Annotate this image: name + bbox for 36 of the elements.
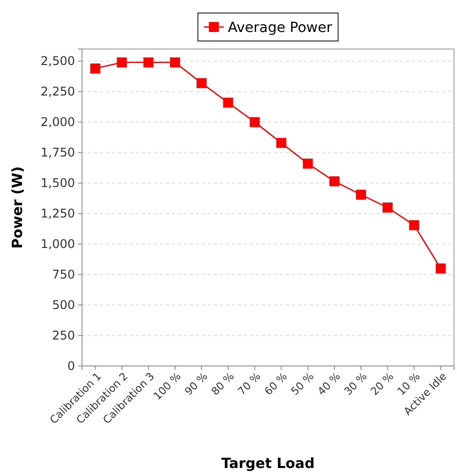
point [223, 98, 234, 108]
point [250, 117, 260, 128]
x-tick-label: 80 % [209, 370, 237, 398]
point [196, 78, 207, 88]
point [143, 57, 154, 68]
point [409, 220, 420, 230]
point [382, 202, 393, 212]
y-tick-label: 750 [52, 267, 75, 282]
y-tick-label: 1,000 [40, 236, 75, 251]
point [329, 176, 340, 186]
y-tick-label: 2,500 [40, 54, 75, 68]
y-tick-label: 250 [52, 328, 75, 342]
x-tick-label: 50 % [289, 370, 316, 398]
point [170, 57, 180, 68]
y-tick-label: 1,250 [40, 206, 75, 220]
y-tick-label: 500 [52, 298, 75, 312]
legend-label: Average Power [228, 20, 332, 36]
point [90, 64, 100, 74]
y-axis-title: Power (W) [10, 166, 26, 249]
point [436, 263, 446, 274]
point [302, 158, 313, 169]
y-tick-label: 2,000 [40, 114, 75, 129]
point [116, 57, 127, 68]
y-tick-label: 1,500 [40, 176, 75, 190]
y-tick-label: 2,250 [40, 84, 75, 99]
x-tick-label: 20 % [368, 370, 396, 398]
x-tick-label: 70 % [236, 370, 264, 398]
y-tick-label: 0 [67, 358, 75, 373]
x-tick-label: 60 % [262, 370, 290, 398]
x-tick-label: 30 % [342, 370, 370, 398]
point [356, 190, 366, 200]
x-axis-title: Target Load [221, 456, 315, 472]
y-tick-label: 1,750 [40, 145, 75, 160]
x-tick-label: 40 % [316, 370, 343, 398]
x-tick-label: 90 % [182, 370, 210, 398]
point [276, 138, 286, 148]
